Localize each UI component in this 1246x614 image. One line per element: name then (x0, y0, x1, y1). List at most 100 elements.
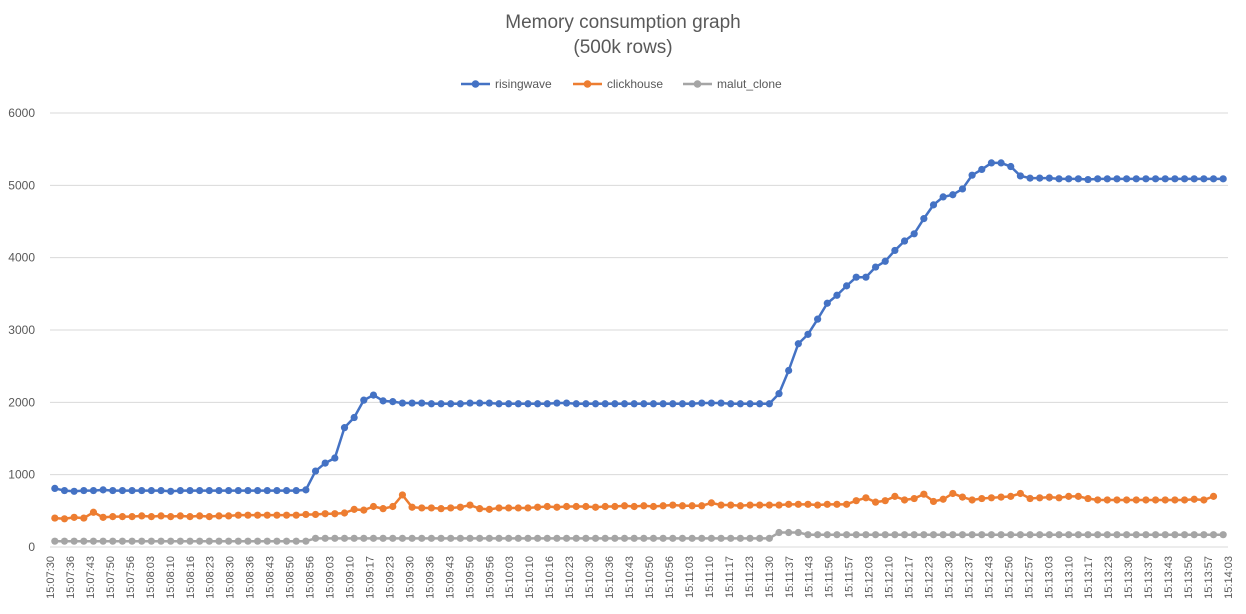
data-point-malut-clone (60, 537, 69, 545)
data-point-malut-clone (80, 537, 88, 545)
data-point-clickhouse (997, 493, 1005, 501)
data-point-malut-clone (669, 534, 677, 542)
legend-label-clickhouse: clickhouse (607, 77, 663, 91)
data-point-clickhouse (717, 501, 725, 509)
x-tick-label: 15:12:23 (924, 556, 936, 599)
data-point-clickhouse (640, 502, 648, 510)
x-tick-label: 15:09:30 (404, 556, 416, 599)
gridlines (50, 112, 1228, 548)
data-point-malut-clone (1094, 531, 1102, 539)
data-point-clickhouse (215, 512, 223, 520)
data-point-malut-clone (553, 534, 561, 542)
data-point-clickhouse (1123, 496, 1131, 504)
data-point-malut-clone (794, 528, 802, 537)
data-point-clickhouse (147, 513, 155, 521)
data-point-malut-clone (698, 534, 706, 542)
data-point-clickhouse (427, 504, 435, 512)
data-point-risingwave (1074, 175, 1082, 183)
data-point-clickhouse (746, 501, 754, 509)
data-point-malut-clone (910, 531, 918, 539)
data-point-risingwave (147, 486, 155, 495)
data-point-risingwave (1190, 175, 1198, 183)
x-tick-label: 15:13:30 (1123, 556, 1135, 599)
data-point-clickhouse (398, 491, 407, 499)
data-point-malut-clone (717, 534, 725, 542)
y-axis-ticks: 0 1000 2000 3000 4000 5000 6000 (8, 106, 35, 554)
data-point-malut-clone (601, 534, 609, 542)
data-point-malut-clone (920, 531, 928, 539)
data-point-malut-clone (456, 534, 464, 542)
legend-item-clickhouse: clickhouse (573, 77, 663, 91)
data-point-malut-clone (379, 534, 387, 542)
data-point-malut-clone (1113, 531, 1121, 539)
data-point-clickhouse (881, 497, 889, 505)
data-point-risingwave (1113, 175, 1121, 183)
data-point-risingwave (543, 400, 551, 408)
data-point-risingwave (89, 486, 98, 495)
x-tick-label: 15:07:36 (65, 556, 77, 599)
data-point-risingwave (736, 400, 744, 408)
data-point-malut-clone (640, 534, 648, 542)
data-point-malut-clone (476, 534, 484, 542)
data-point-malut-clone (1074, 531, 1082, 539)
data-point-clickhouse (505, 504, 513, 512)
data-point-clickhouse (1151, 496, 1160, 504)
data-point-risingwave (659, 400, 667, 408)
data-point-clickhouse (765, 501, 773, 509)
data-point-risingwave (379, 397, 387, 405)
data-point-clickhouse (244, 511, 252, 519)
legend-item-malut-clone: malut_clone (683, 77, 782, 91)
data-point-clickhouse (1142, 496, 1150, 504)
data-point-clickhouse (562, 502, 571, 511)
data-point-risingwave (1132, 175, 1140, 183)
x-tick-label: 15:08:10 (165, 556, 177, 599)
data-point-clickhouse (273, 511, 281, 519)
x-tick-label: 15:09:03 (325, 556, 337, 599)
data-point-clickhouse (138, 512, 146, 520)
data-point-malut-clone (292, 537, 300, 545)
data-point-clickhouse (311, 510, 320, 519)
data-point-risingwave (562, 399, 571, 407)
data-point-malut-clone (485, 534, 493, 542)
data-point-malut-clone (611, 534, 619, 542)
data-point-malut-clone (1161, 531, 1169, 539)
data-point-malut-clone (1171, 531, 1179, 539)
data-point-clickhouse (225, 512, 233, 520)
data-point-malut-clone (939, 531, 947, 539)
data-point-risingwave (775, 390, 783, 398)
data-point-risingwave (369, 391, 378, 399)
data-point-clickhouse (109, 513, 117, 521)
data-point-malut-clone (852, 531, 860, 539)
data-point-clickhouse (843, 500, 851, 508)
data-point-malut-clone (408, 534, 416, 542)
data-point-clickhouse (630, 502, 638, 511)
data-point-risingwave (514, 400, 522, 408)
data-point-malut-clone (997, 531, 1005, 539)
data-point-clickhouse (282, 511, 291, 519)
data-point-risingwave (949, 191, 957, 199)
x-tick-label: 15:14:03 (1223, 556, 1235, 599)
data-point-risingwave (1123, 175, 1131, 183)
data-point-clickhouse (263, 511, 271, 519)
data-point-risingwave (196, 486, 204, 495)
data-point-malut-clone (282, 537, 291, 545)
data-point-risingwave (99, 486, 107, 494)
data-point-risingwave (176, 486, 184, 495)
data-point-malut-clone (891, 531, 899, 539)
x-tick-label: 15:13:10 (1063, 556, 1075, 599)
data-point-risingwave (476, 399, 484, 407)
data-point-clickhouse (389, 502, 397, 511)
data-point-clickhouse (591, 503, 600, 511)
x-tick-label: 15:10:56 (664, 556, 676, 599)
data-point-malut-clone (688, 534, 696, 542)
data-point-risingwave (987, 159, 996, 167)
data-point-risingwave (572, 400, 580, 408)
data-point-risingwave (804, 330, 812, 338)
data-point-risingwave (746, 400, 754, 408)
x-tick-label: 15:12:37 (963, 556, 975, 599)
data-point-malut-clone (273, 537, 281, 545)
x-tick-label: 15:11:57 (844, 556, 856, 598)
data-point-malut-clone (630, 534, 638, 542)
data-point-risingwave (70, 487, 78, 495)
data-point-risingwave (843, 282, 851, 290)
